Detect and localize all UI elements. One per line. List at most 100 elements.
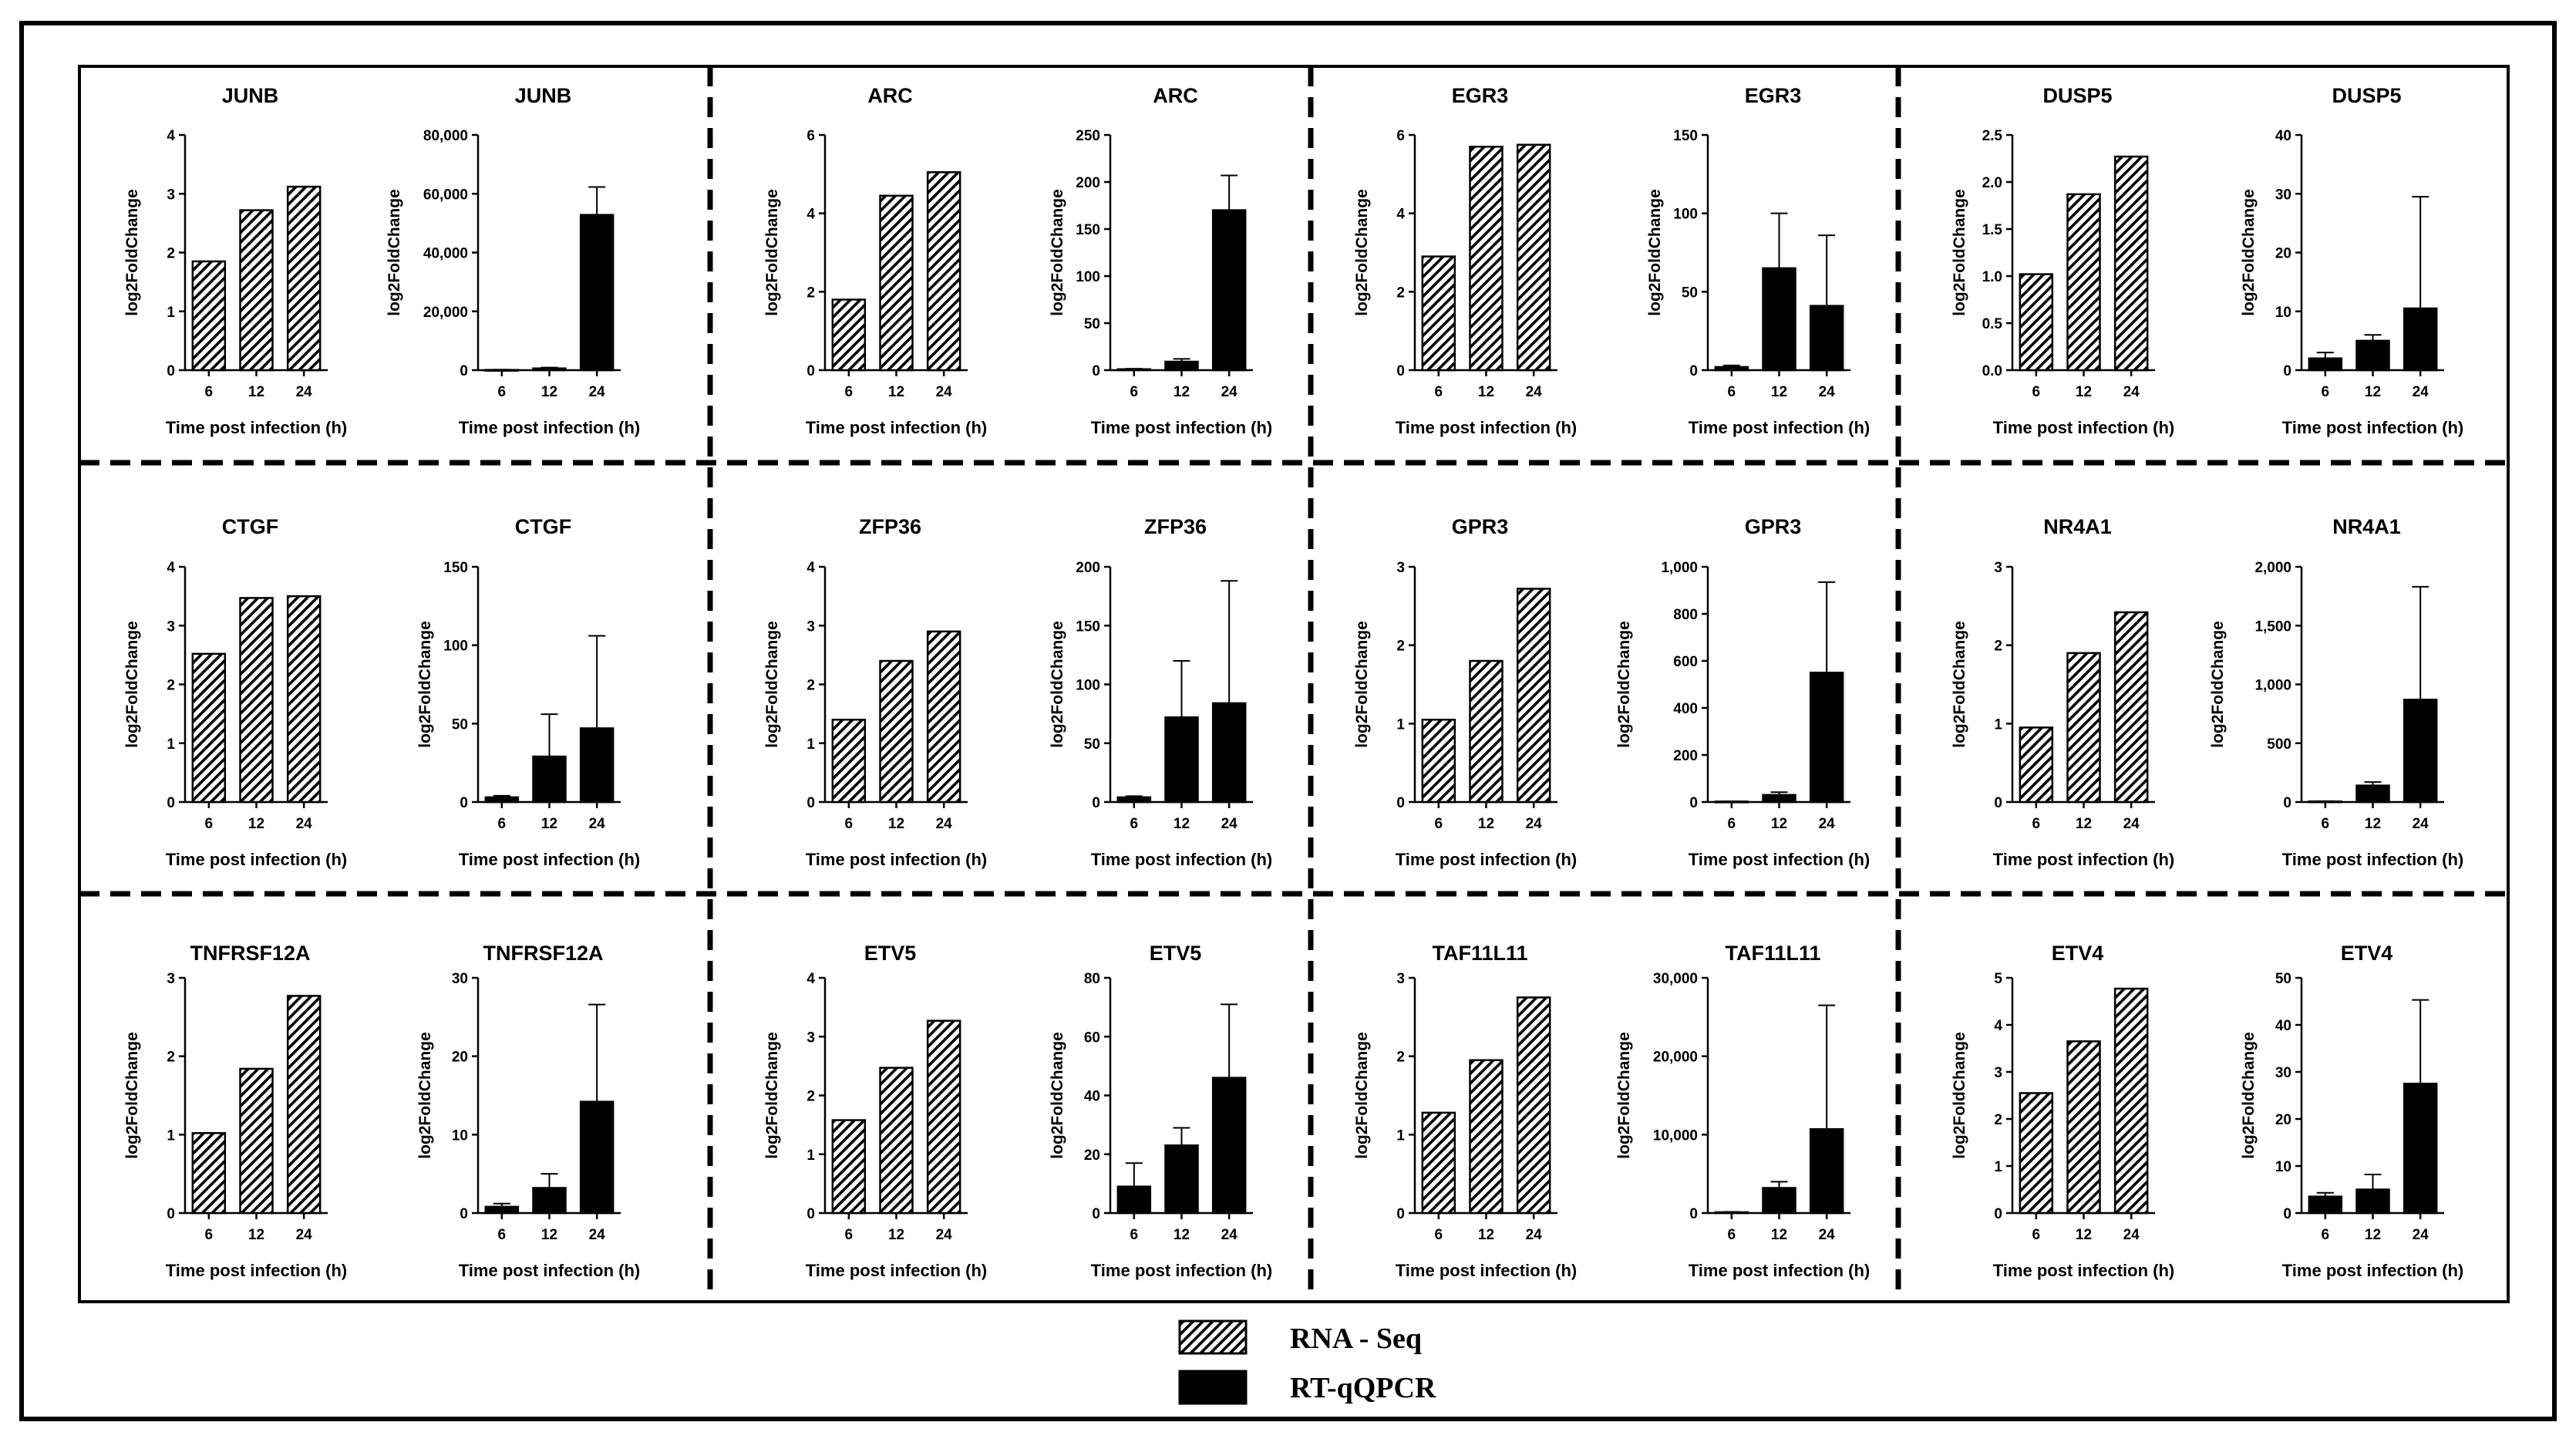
bar-24h bbox=[926, 1019, 961, 1215]
chart-title: JUNB bbox=[515, 84, 572, 107]
y-tick-label: 150 bbox=[1076, 222, 1100, 238]
legend: RNA - Seq RT-qQPCR bbox=[1178, 1319, 1436, 1405]
x-tick-label: 12 bbox=[2365, 1227, 2381, 1243]
x-tick-label: 24 bbox=[1221, 1227, 1238, 1243]
x-axis-label: Time post infection (h) bbox=[1689, 850, 1870, 869]
x-axis-label: Time post infection (h) bbox=[2282, 1261, 2463, 1280]
y-tick-label: 50 bbox=[1682, 285, 1698, 301]
x-tick-label: 12 bbox=[1174, 384, 1190, 400]
bar-24h bbox=[1516, 996, 1551, 1215]
x-axis-label: Time post infection (h) bbox=[166, 1261, 347, 1280]
y-tick-label: 10 bbox=[452, 1127, 468, 1144]
y-tick-label: 1 bbox=[1994, 1159, 2002, 1175]
y-axis-label: log2FoldChange bbox=[1615, 621, 1633, 748]
chart-title: TNFRSF12A bbox=[190, 942, 310, 965]
chart-title: NR4A1 bbox=[2332, 515, 2401, 538]
chart-title: EGR3 bbox=[1452, 84, 1509, 107]
y-tick-label: 3 bbox=[1994, 560, 2002, 576]
x-tick-label: 6 bbox=[845, 384, 854, 400]
x-axis-label: Time post infection (h) bbox=[2282, 850, 2463, 869]
x-tick-label: 24 bbox=[589, 384, 606, 400]
y-tick-label: 0 bbox=[460, 795, 468, 811]
y-tick-label: 1 bbox=[1396, 1127, 1405, 1144]
x-tick-label: 6 bbox=[845, 1227, 854, 1243]
bar-24h bbox=[1809, 1127, 1844, 1215]
y-tick-label: 20 bbox=[452, 1050, 468, 1066]
x-tick-label: 6 bbox=[1435, 1227, 1443, 1243]
y-tick-label: 2 bbox=[1994, 1112, 2002, 1128]
y-tick-label: 0 bbox=[460, 363, 468, 379]
bar-6h bbox=[1714, 366, 1749, 372]
bar-12h bbox=[1164, 360, 1199, 372]
chart-egr3-qpcr: EGR3 0 50 100 150 log2FoldChange 6 12 24 Time pos… bbox=[1646, 84, 1870, 437]
bar-6h bbox=[831, 719, 867, 804]
chart-dusp5-qpcr: DUSP5 0 10 20 30 40 log2FoldChange 6 12 24 Time po… bbox=[2240, 84, 2463, 437]
y-tick-label: 0 bbox=[2283, 795, 2291, 811]
bar-6h bbox=[484, 796, 520, 804]
y-tick-label: 6 bbox=[806, 128, 815, 144]
y-tick-label: 1,000 bbox=[2254, 678, 2291, 694]
y-tick-label: 4 bbox=[806, 560, 815, 576]
bar-6h bbox=[1116, 1185, 1152, 1215]
chart-title: TAF11L11 bbox=[1432, 942, 1527, 965]
x-tick-label: 12 bbox=[2365, 384, 2381, 400]
x-tick-label: 12 bbox=[2076, 1227, 2092, 1243]
y-tick-label: 2 bbox=[1396, 285, 1405, 301]
bar-6h bbox=[2019, 273, 2054, 372]
y-tick-label: 40,000 bbox=[423, 246, 468, 262]
x-tick-label: 6 bbox=[1728, 816, 1736, 832]
chart-ctgf-qpcr: CTGF 0 50 100 150 log2FoldChange 6 12 24 Time pos… bbox=[416, 515, 640, 869]
y-axis-label: log2FoldChange bbox=[1353, 189, 1371, 316]
x-tick-label: 12 bbox=[1174, 1227, 1190, 1243]
y-tick-label: 60,000 bbox=[423, 187, 468, 203]
y-tick-label: 2 bbox=[806, 678, 815, 694]
bar-24h bbox=[926, 171, 961, 372]
y-tick-label: 2,000 bbox=[2254, 560, 2291, 576]
y-tick-label: 0 bbox=[1994, 795, 2002, 811]
x-tick-label: 24 bbox=[2413, 384, 2430, 400]
x-tick-label: 24 bbox=[2123, 1227, 2140, 1243]
bar-12h bbox=[532, 755, 567, 804]
y-tick-label: 800 bbox=[1673, 607, 1698, 623]
panel-grid-frame bbox=[78, 65, 2510, 1303]
y-tick-label: 20,000 bbox=[423, 305, 468, 321]
bar-6h bbox=[484, 1205, 520, 1215]
y-tick-label: 3 bbox=[1396, 560, 1405, 576]
y-tick-label: 0 bbox=[460, 1206, 468, 1222]
x-tick-label: 24 bbox=[1526, 816, 1543, 832]
y-axis-label: log2FoldChange bbox=[763, 621, 781, 748]
y-tick-label: 2.0 bbox=[1982, 175, 2002, 191]
y-tick-label: 3 bbox=[167, 187, 175, 203]
legend-label-rt-qpcr: RT-qQPCR bbox=[1290, 1372, 1436, 1404]
chart-title: TAF11L11 bbox=[1725, 942, 1820, 965]
y-tick-label: 30,000 bbox=[1653, 971, 1698, 987]
y-tick-label: 3 bbox=[1994, 1065, 2002, 1081]
y-tick-label: 0 bbox=[1689, 1206, 1698, 1222]
bar-6h bbox=[1421, 1111, 1456, 1215]
y-tick-label: 2 bbox=[167, 246, 175, 262]
bar-12h bbox=[532, 1187, 567, 1215]
y-tick-label: 1,000 bbox=[1661, 560, 1698, 576]
y-tick-label: 1,500 bbox=[2254, 618, 2291, 635]
x-tick-label: 12 bbox=[2365, 816, 2381, 832]
bar-12h bbox=[1469, 659, 1504, 804]
bar-24h bbox=[579, 727, 615, 804]
x-tick-label: 24 bbox=[936, 1227, 953, 1243]
bar-12h bbox=[2355, 1188, 2390, 1215]
chart-title: GPR3 bbox=[1745, 515, 1802, 538]
bar-12h bbox=[239, 209, 274, 372]
y-axis-label: log2FoldChange bbox=[2240, 189, 2258, 316]
x-tick-label: 12 bbox=[248, 384, 264, 400]
y-axis-label: log2FoldChange bbox=[386, 189, 403, 316]
chart-dusp5-rnaseq: DUSP5 0.0 0.5 1.0 1.5 2.0 2.5 log2FoldChange 6 12… bbox=[1951, 84, 2174, 437]
x-tick-label: 24 bbox=[296, 384, 313, 400]
x-tick-label: 6 bbox=[1130, 816, 1139, 832]
y-tick-label: 0 bbox=[806, 1206, 815, 1222]
y-tick-label: 200 bbox=[1076, 560, 1100, 576]
y-tick-label: 200 bbox=[1673, 748, 1698, 764]
y-tick-label: 10 bbox=[2275, 305, 2291, 321]
y-tick-label: 20 bbox=[2275, 1112, 2291, 1128]
